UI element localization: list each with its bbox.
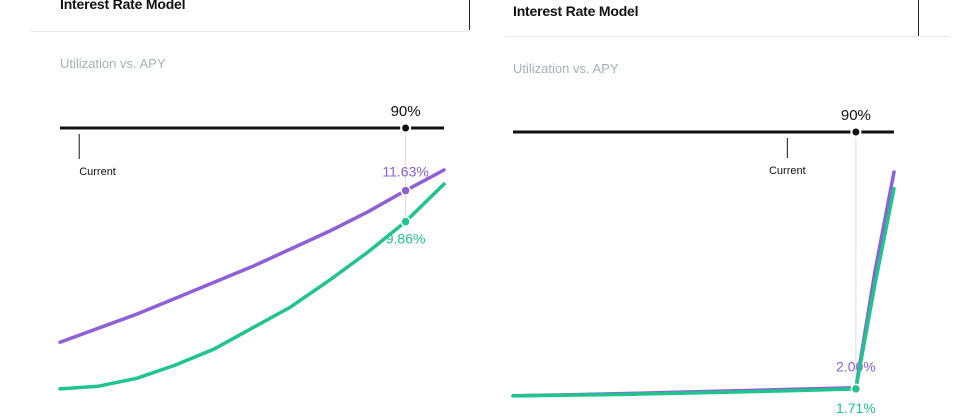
current-label: Current <box>79 166 116 178</box>
title-divider <box>30 31 470 32</box>
chart-title: Interest Rate Model <box>60 0 186 12</box>
series-line-1 <box>511 186 896 398</box>
chart-panel-right: Interest Rate Model Utilization vs. APY … <box>480 0 960 418</box>
series-line-1 <box>58 182 446 391</box>
kink-label: 90% <box>841 107 871 124</box>
series-point-1 <box>400 216 411 227</box>
kink-label: 90% <box>391 103 421 120</box>
panel-divider-right <box>918 0 919 36</box>
series-point-label-0: 2.00% <box>836 359 876 375</box>
series-point-label-1: 1.71% <box>836 400 876 416</box>
kink-dot <box>850 126 862 138</box>
title-divider <box>505 36 950 37</box>
chart-subtitle: Utilization vs. APY <box>513 61 619 76</box>
series-point-label-1: 9.86% <box>386 231 426 247</box>
chart-title: Interest Rate Model <box>513 3 639 19</box>
chart-panel-left: Interest Rate Model Utilization vs. APY … <box>0 0 470 418</box>
series-line-0 <box>58 168 446 345</box>
series-point-0 <box>400 185 411 196</box>
chart-subtitle: Utilization vs. APY <box>60 56 166 71</box>
series-point-1 <box>850 383 862 395</box>
chart-svg-left: Current 90% 11.63% 9.86% <box>58 103 446 391</box>
panel-divider-left <box>469 0 470 30</box>
kink-dot <box>400 122 412 134</box>
series-point-label-0: 11.63% <box>382 164 428 180</box>
chart-svg-right: Current 90% 2.00% 1.71% <box>511 107 896 416</box>
current-label: Current <box>769 165 806 177</box>
